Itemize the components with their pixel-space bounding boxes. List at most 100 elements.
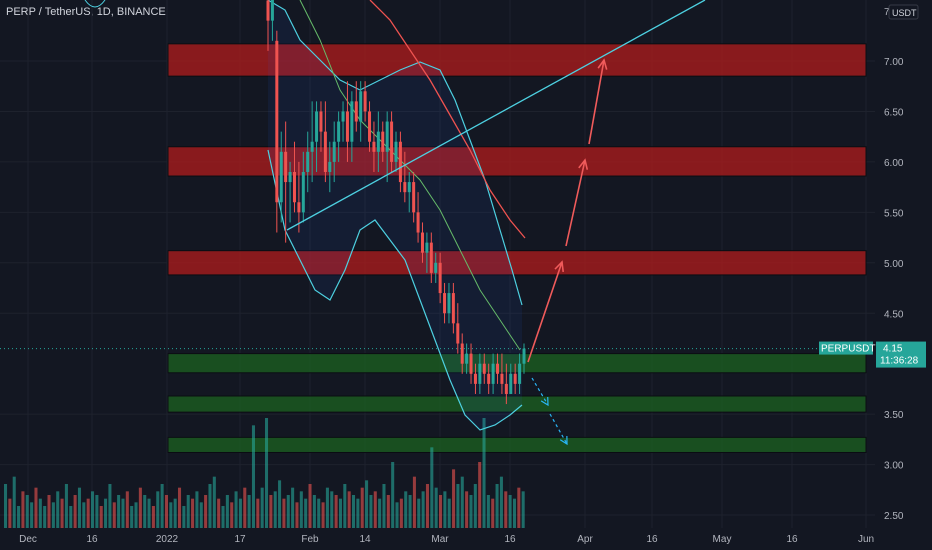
volume-bar xyxy=(443,491,447,528)
candle-body xyxy=(385,121,389,152)
volume-bar xyxy=(182,506,186,528)
volume-bar xyxy=(517,487,521,528)
volume-bar xyxy=(191,498,195,528)
candle-body xyxy=(438,262,442,294)
candle-body xyxy=(394,141,398,162)
candle-body xyxy=(451,293,455,324)
volume-bar xyxy=(121,498,125,528)
downside-arrow xyxy=(531,377,549,406)
volume-bar xyxy=(399,498,403,528)
price-tag-value: 4.15 xyxy=(883,344,903,355)
candle-body xyxy=(363,91,367,112)
volume-bar xyxy=(195,491,199,528)
candle-body xyxy=(372,141,376,152)
annotations xyxy=(0,0,875,446)
volume-bar xyxy=(338,498,342,528)
volume-bar xyxy=(69,506,73,528)
volume-bar xyxy=(369,495,373,528)
volume-bar xyxy=(82,502,86,528)
volume-bar xyxy=(147,498,151,528)
candle-body xyxy=(350,101,354,142)
volume-bar xyxy=(343,484,347,528)
volume-bar xyxy=(112,502,116,528)
candle-body xyxy=(328,161,332,172)
volume-bar xyxy=(439,495,443,528)
price-axis: 7.00 6.50 6.00 5.50 5.00 4.50 3.50 3.00 2.50 7 USD… xyxy=(819,0,932,550)
resistance-zone xyxy=(167,43,867,77)
volume-bar xyxy=(178,487,182,528)
volume-bar xyxy=(404,491,408,528)
volume-bar xyxy=(430,447,434,528)
volume-bar xyxy=(186,495,190,528)
downside-arrow-head xyxy=(540,396,549,407)
candle-body xyxy=(403,182,407,193)
candle-body xyxy=(491,363,495,384)
candle-body xyxy=(518,363,522,384)
candles xyxy=(266,0,526,405)
volume-bar xyxy=(8,498,12,528)
volume-bar xyxy=(225,495,229,528)
volume-bar xyxy=(17,506,21,528)
candle-body xyxy=(429,242,433,273)
volume-bar xyxy=(408,495,412,528)
candle-body xyxy=(284,151,288,183)
volume-bar xyxy=(456,484,460,528)
volume-bar xyxy=(312,495,316,528)
volume-bar xyxy=(99,506,103,528)
volume-bar xyxy=(164,495,168,528)
x-tick-label: May xyxy=(713,534,732,545)
volume-bar xyxy=(425,484,429,528)
volume-bar xyxy=(512,498,516,528)
volume-bar xyxy=(469,495,473,528)
candle-body xyxy=(478,363,482,384)
candle-body xyxy=(376,131,380,152)
volume-bar xyxy=(156,491,160,528)
volume-bar xyxy=(204,495,208,528)
volume-bar xyxy=(373,491,377,528)
candle-body xyxy=(460,343,464,364)
volume-bar xyxy=(347,491,351,528)
volume-bar xyxy=(34,487,38,528)
resistance-zone xyxy=(167,250,867,276)
candle-body xyxy=(323,131,327,172)
volume-bar xyxy=(391,462,395,528)
volume-bar xyxy=(352,495,356,528)
volume-bar xyxy=(21,491,25,528)
volume-bar xyxy=(86,498,90,528)
candle-body xyxy=(297,202,301,213)
support-zone xyxy=(167,395,867,413)
volume-bar xyxy=(221,506,225,528)
candle-body xyxy=(500,373,504,384)
volume-bar xyxy=(504,491,508,528)
volume-bar xyxy=(125,491,129,528)
x-tick-label: Apr xyxy=(577,534,593,545)
candle-body xyxy=(368,111,372,142)
volume-bar xyxy=(295,502,299,528)
volume-bar xyxy=(77,487,81,528)
candle-body xyxy=(447,293,451,314)
volume-bar xyxy=(104,498,108,528)
unit-badge-box xyxy=(888,4,919,20)
middle-band xyxy=(299,0,521,351)
x-tick-label: 14 xyxy=(359,534,371,545)
bollinger-bands xyxy=(84,0,526,431)
volume-bar xyxy=(238,498,242,528)
volume-bar xyxy=(304,498,308,528)
y-tick-label: 4.50 xyxy=(884,309,904,320)
volume-bar xyxy=(499,476,503,528)
projection-arrow xyxy=(588,59,605,145)
volume-bar xyxy=(199,502,203,528)
volume-bar xyxy=(356,498,360,528)
time-axis: Dec 16 2022 17 Feb 14 Mar 16 Apr 16 May 16 Jun xyxy=(0,528,932,550)
volume-bar xyxy=(382,484,386,528)
candle-body xyxy=(270,0,274,21)
upper-band xyxy=(267,0,523,306)
volume-bar xyxy=(460,476,464,528)
price-tag-box xyxy=(876,341,926,368)
candle-body xyxy=(469,353,473,374)
volume-bar xyxy=(169,502,173,528)
volume-bar xyxy=(91,491,95,528)
volume-bar xyxy=(95,495,99,528)
volume-bar xyxy=(278,480,282,528)
